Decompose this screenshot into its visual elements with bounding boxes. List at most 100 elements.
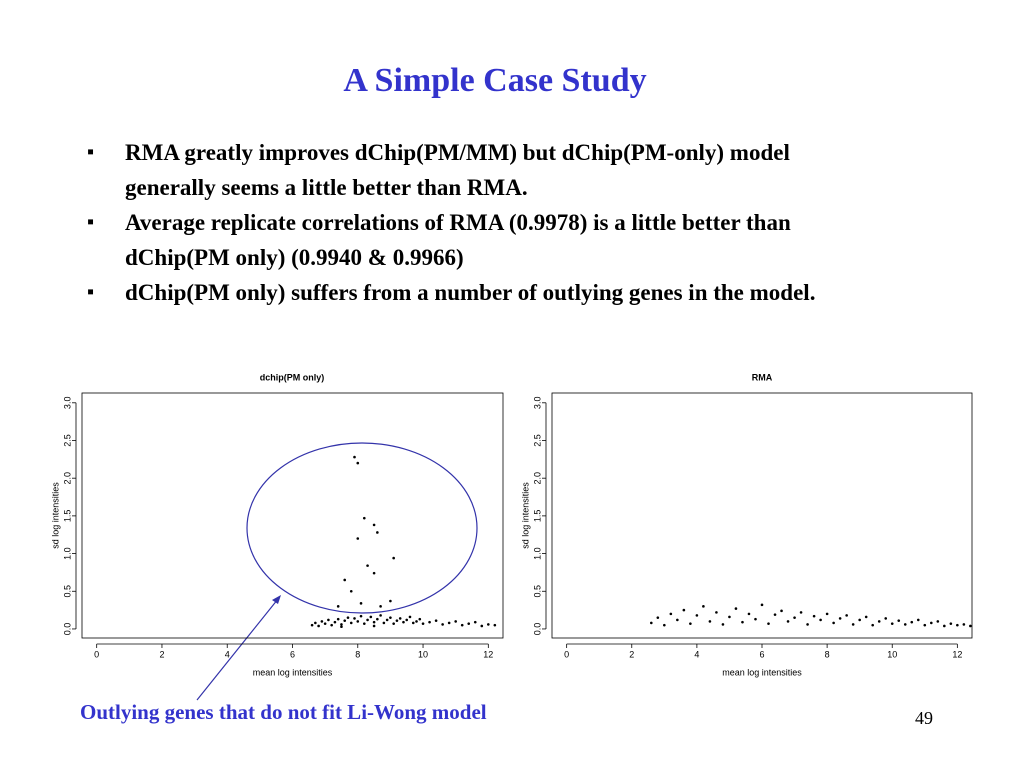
point	[480, 624, 484, 628]
x-tick-label: 0	[564, 649, 569, 659]
point	[379, 605, 382, 608]
point	[447, 621, 451, 625]
y-tick-label: 1.0	[62, 547, 72, 560]
point	[903, 623, 907, 626]
point	[845, 614, 848, 617]
point	[421, 622, 425, 625]
y-tick-label: 0.5	[532, 585, 542, 598]
x-tick-label: 8	[355, 649, 360, 659]
point	[346, 616, 350, 619]
point	[398, 617, 402, 620]
x-tick-label: 6	[759, 649, 764, 659]
point	[372, 571, 376, 575]
arrow	[196, 598, 279, 701]
point	[320, 620, 324, 623]
point	[754, 617, 757, 621]
point	[473, 620, 477, 624]
point	[389, 616, 392, 619]
point	[825, 612, 829, 616]
point	[362, 516, 366, 520]
point	[333, 620, 337, 624]
point	[385, 618, 389, 622]
y-tick-label: 3.0	[532, 397, 542, 410]
point	[851, 623, 855, 626]
point	[314, 621, 317, 625]
y-tick-label: 2.5	[62, 434, 72, 447]
bullet-list: RMA greatly improves dChip(PM/MM) but dC…	[85, 135, 855, 310]
y-tick-label: 0.5	[62, 585, 72, 598]
point	[728, 615, 731, 619]
chart-title: dchip(PM only)	[260, 372, 325, 382]
annotation: Outlying genes that do not fit Li-Wong m…	[80, 700, 487, 724]
point	[441, 623, 444, 626]
point	[460, 623, 464, 627]
point	[356, 537, 360, 540]
point	[838, 617, 842, 620]
bullet: RMA greatly improves dChip(PM/MM) but dC…	[85, 135, 855, 205]
point	[780, 609, 783, 613]
point	[411, 621, 415, 625]
y-tick-label: 0.0	[532, 623, 542, 636]
x-tick-label: 6	[290, 649, 295, 659]
point	[884, 617, 888, 620]
point	[767, 622, 770, 625]
point	[923, 623, 927, 627]
point	[372, 624, 376, 628]
point	[356, 620, 360, 623]
point	[819, 618, 822, 622]
x-axis-label: mean log intensities	[253, 667, 333, 677]
point	[956, 623, 959, 627]
point	[734, 607, 738, 610]
y-tick-label: 2.0	[62, 472, 72, 485]
point	[353, 617, 356, 620]
point	[418, 617, 422, 621]
chart-title: RMA	[752, 372, 773, 382]
point	[650, 621, 653, 625]
x-tick-label: 12	[952, 649, 962, 659]
point	[708, 620, 712, 623]
point	[323, 622, 327, 625]
point	[428, 620, 431, 624]
point	[359, 602, 363, 605]
point	[721, 623, 725, 626]
y-axis-label: sd log intensities	[50, 482, 60, 549]
point	[349, 621, 353, 625]
x-tick-label: 10	[887, 649, 897, 659]
x-tick-label: 8	[825, 649, 830, 659]
point	[317, 624, 320, 628]
point	[343, 619, 347, 622]
point	[969, 624, 972, 628]
point	[773, 613, 777, 616]
point	[395, 619, 399, 622]
y-axis-label: sd log intensities	[520, 482, 530, 549]
point	[962, 623, 966, 626]
y-tick-label: 0.0	[62, 623, 72, 636]
point	[669, 612, 673, 616]
slide-title: A Simple Case Study	[343, 62, 647, 99]
point	[930, 621, 933, 625]
point	[715, 611, 718, 614]
point	[379, 614, 382, 617]
point	[340, 625, 343, 628]
point	[689, 622, 692, 625]
point	[793, 616, 796, 619]
point	[402, 620, 405, 624]
x-tick-label: 4	[694, 649, 699, 659]
point	[741, 620, 744, 624]
point	[372, 523, 376, 527]
point	[376, 531, 379, 534]
x-axis-label: mean log intensities	[722, 667, 802, 677]
point	[392, 622, 395, 625]
point	[916, 618, 920, 622]
point	[369, 615, 373, 619]
bullet: Average replicate correlations of RMA (0…	[85, 205, 855, 275]
point	[336, 605, 340, 608]
y-tick-label: 3.0	[62, 397, 72, 410]
point	[864, 615, 868, 619]
point	[343, 578, 347, 582]
y-tick-label: 2.0	[532, 472, 542, 485]
point	[415, 620, 418, 623]
point	[799, 611, 803, 614]
point	[389, 599, 392, 603]
